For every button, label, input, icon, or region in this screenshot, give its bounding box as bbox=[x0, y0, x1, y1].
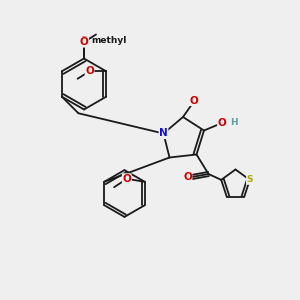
Text: methyl: methyl bbox=[92, 36, 127, 45]
Text: H: H bbox=[230, 118, 238, 127]
Text: O: O bbox=[183, 172, 192, 182]
Text: S: S bbox=[247, 176, 253, 184]
Text: O: O bbox=[218, 118, 226, 128]
Text: O: O bbox=[85, 66, 94, 76]
Text: O: O bbox=[189, 95, 198, 106]
Text: O: O bbox=[80, 35, 88, 46]
Text: O: O bbox=[80, 37, 88, 47]
Text: O: O bbox=[122, 174, 131, 184]
Text: N: N bbox=[159, 128, 168, 139]
